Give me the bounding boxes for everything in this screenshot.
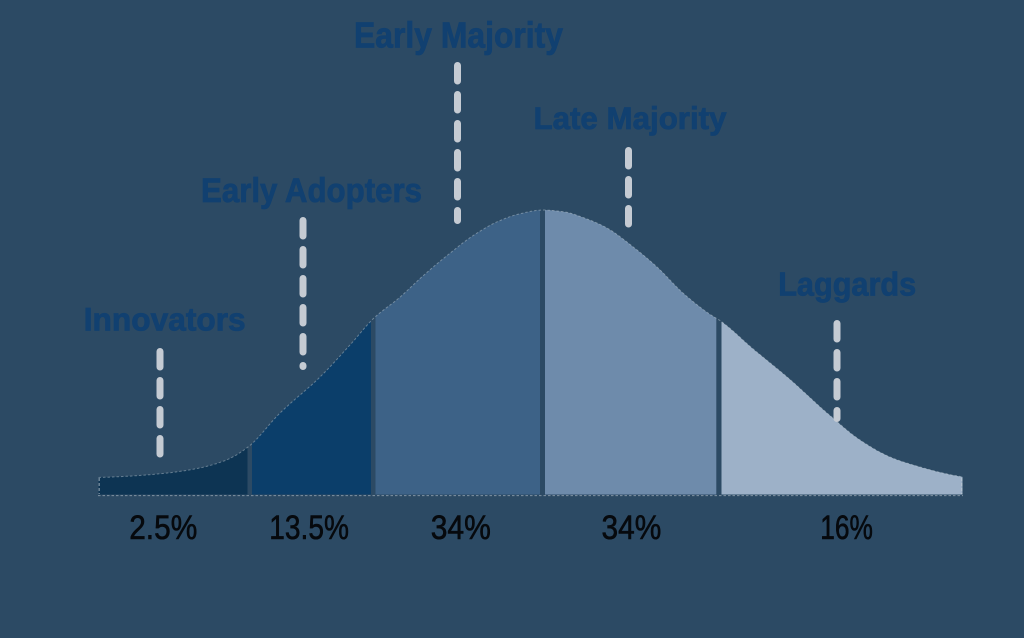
svg-text:34%: 34% [602, 509, 662, 547]
svg-text:Laggards: Laggards [778, 265, 916, 302]
svg-text:34%: 34% [431, 509, 491, 547]
svg-text:2.5%: 2.5% [129, 509, 197, 547]
svg-text:Innovators: Innovators [84, 302, 246, 338]
svg-text:Early Adopters: Early Adopters [201, 172, 422, 210]
svg-text:13.5%: 13.5% [269, 509, 349, 547]
svg-text:Late Majority: Late Majority [534, 100, 727, 136]
svg-text:16%: 16% [820, 509, 873, 547]
svg-text:Early Majority: Early Majority [354, 15, 563, 56]
